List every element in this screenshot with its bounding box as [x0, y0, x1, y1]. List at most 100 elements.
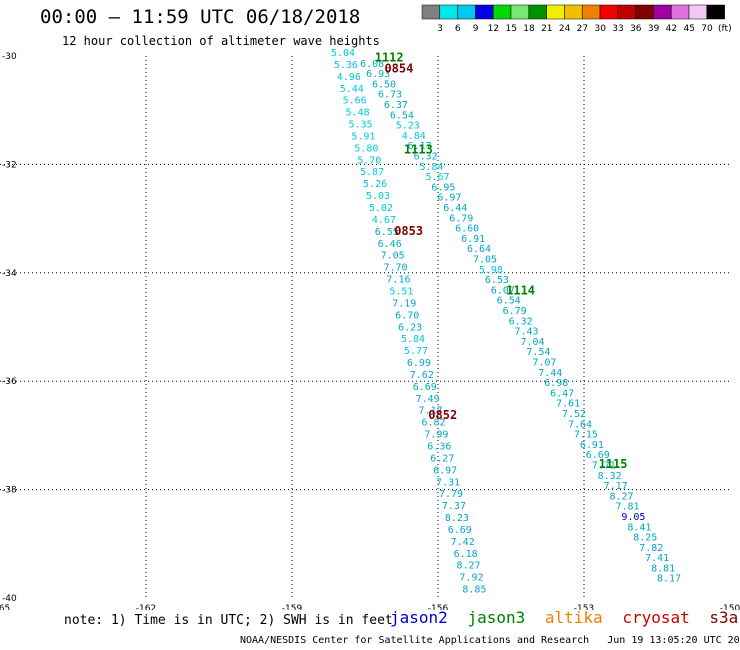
wave-height-value: 5.23	[396, 121, 420, 132]
color-scale-label: 15	[505, 24, 516, 34]
wave-height-value: 6.97	[433, 465, 457, 476]
legend-altika: altika	[544, 608, 603, 627]
latitude-tick-label: -30	[2, 52, 17, 62]
wave-height-value: 5.04	[331, 48, 355, 59]
wave-height-value: 5.84	[420, 162, 444, 173]
longitude-tick-label: -153	[574, 604, 594, 610]
pass-label: 1112	[375, 50, 404, 64]
wave-height-value: 6.69	[448, 525, 472, 536]
wave-height-value: 4.84	[402, 131, 426, 142]
wave-height-value: 5.03	[366, 191, 390, 202]
wave-height-value: 8.41	[627, 522, 651, 533]
wave-height-value: 7.70	[383, 263, 407, 274]
wave-height-value: 6.18	[454, 549, 478, 560]
wave-height-value: 8.27	[610, 491, 634, 502]
color-scale-label: 12	[488, 24, 499, 34]
wave-height-value: 6.79	[449, 213, 473, 224]
pass-label: 1114	[506, 283, 535, 297]
wave-height-value: 7.61	[556, 399, 580, 410]
wave-height-value: 6.91	[461, 234, 485, 245]
units-note: note: 1) Time is in UTC; 2) SWH is in fe…	[64, 613, 393, 628]
credit-footer: NOAA/NESDIS Center for Satellite Applica…	[240, 635, 740, 646]
wave-height-value: 6.69	[413, 382, 437, 393]
wave-height-value: 7.71	[592, 460, 616, 471]
wave-height-value: 5.48	[346, 108, 370, 119]
wave-height-value: 7.42	[451, 537, 475, 548]
wave-height-value: 6.64	[467, 244, 491, 255]
wave-height-value: 5.91	[351, 131, 375, 142]
wave-height-value: 6.32	[414, 152, 438, 163]
pass-label: 0854	[384, 61, 413, 75]
wave-height-value: 6.60	[455, 224, 479, 235]
map-title: 00:00 – 11:59 UTC 06/18/2018	[40, 6, 361, 28]
color-scale-bar: 3 6 9 12 15 18 21 24 27 30 33 36 39 42 45 70 (ft)	[421, 4, 732, 34]
wave-height-value: 6.93	[366, 69, 390, 80]
wave-height-value: 8.32	[598, 471, 622, 482]
wave-height-value: 8.25	[633, 533, 657, 544]
wave-height-value: 7.04	[520, 337, 544, 348]
color-scale-label: 9	[473, 24, 479, 34]
latitude-tick-label: -32	[2, 160, 17, 170]
wave-height-value: 6.97	[437, 193, 461, 204]
legend-cryosat: cryosat	[622, 608, 690, 627]
wave-height-value: 5.80	[354, 143, 378, 154]
wave-height-value: 5.67	[425, 172, 449, 183]
wave-height-value: 9.05	[621, 512, 645, 523]
wave-height-value: 7.49	[416, 394, 440, 405]
wave-height-value: 5.77	[404, 346, 428, 357]
wave-height-value: 6.91	[580, 440, 604, 451]
wave-height-value: 6.54	[390, 110, 414, 121]
longitude-tick-label: -159	[282, 604, 303, 610]
wave-height-value: 6.17	[408, 141, 432, 152]
wave-height-value: 5.35	[348, 120, 372, 131]
color-scale-label: 30	[594, 24, 606, 34]
longitude-tick-label: -162	[136, 604, 156, 610]
wave-height-value: 4.96	[337, 72, 361, 83]
wave-height-value: 6.70	[395, 310, 419, 321]
wave-height-value: 5.44	[340, 84, 364, 95]
wave-height-value: 7.92	[459, 573, 483, 584]
wave-height-value: 5.02	[369, 203, 393, 214]
wave-height-value: 6.37	[384, 100, 408, 111]
color-scale-label: 21	[541, 24, 552, 34]
latitude-tick-label: -36	[2, 377, 17, 387]
wave-height-value: 7.05	[381, 251, 405, 262]
wave-height-value: 8.27	[456, 561, 480, 572]
latitude-tick-label: -38	[2, 486, 17, 496]
wave-height-value: 6.27	[430, 453, 454, 464]
wave-height-value: 7.44	[538, 368, 562, 379]
longitude-tick-label: -165	[0, 604, 10, 610]
wave-height-value: 6.23	[398, 322, 422, 333]
wave-height-value: 6.99	[407, 358, 431, 369]
pass-label: 0853	[394, 224, 423, 238]
wave-height-value: 7.52	[562, 409, 586, 420]
wave-height-value: 5.26	[363, 179, 387, 190]
wave-height-value: 7.05	[473, 255, 497, 266]
wave-height-value: 6.82	[421, 418, 445, 429]
wave-height-value: 4.67	[372, 215, 396, 226]
wave-height-value: 6.95	[431, 182, 455, 193]
wave-height-value: 8.23	[445, 513, 469, 524]
wave-height-value: 6.46	[378, 239, 402, 250]
legend-s3a: s3a	[709, 608, 739, 627]
color-scale-label: 3	[437, 24, 443, 34]
wave-height-value: 7.07	[532, 357, 556, 368]
wave-height-value: 5.84	[401, 334, 425, 345]
wave-height-value: 7.15	[574, 430, 598, 441]
wave-height-value: 8.17	[657, 574, 681, 585]
wave-height-value: 7.17	[419, 406, 443, 417]
wave-height-value: 7.43	[515, 327, 539, 338]
color-scale-label: 39	[648, 24, 660, 34]
wave-height-value: 8.81	[651, 563, 675, 574]
color-scale-label: 45	[683, 24, 694, 34]
wave-height-value: 6.54	[497, 296, 521, 307]
satellite-legend: jason2 jason3 altika cryosat s3a	[390, 608, 740, 627]
wave-height-value: 7.31	[436, 477, 460, 488]
wave-height-value: 7.62	[410, 370, 434, 381]
color-swatch	[706, 4, 725, 20]
wave-height-value: 7.82	[639, 543, 663, 554]
color-scale-label: 36	[630, 24, 642, 34]
wave-height-value: 7.99	[424, 430, 448, 441]
wave-height-value: 7.19	[392, 298, 416, 309]
color-scale-label: 42	[666, 24, 677, 34]
